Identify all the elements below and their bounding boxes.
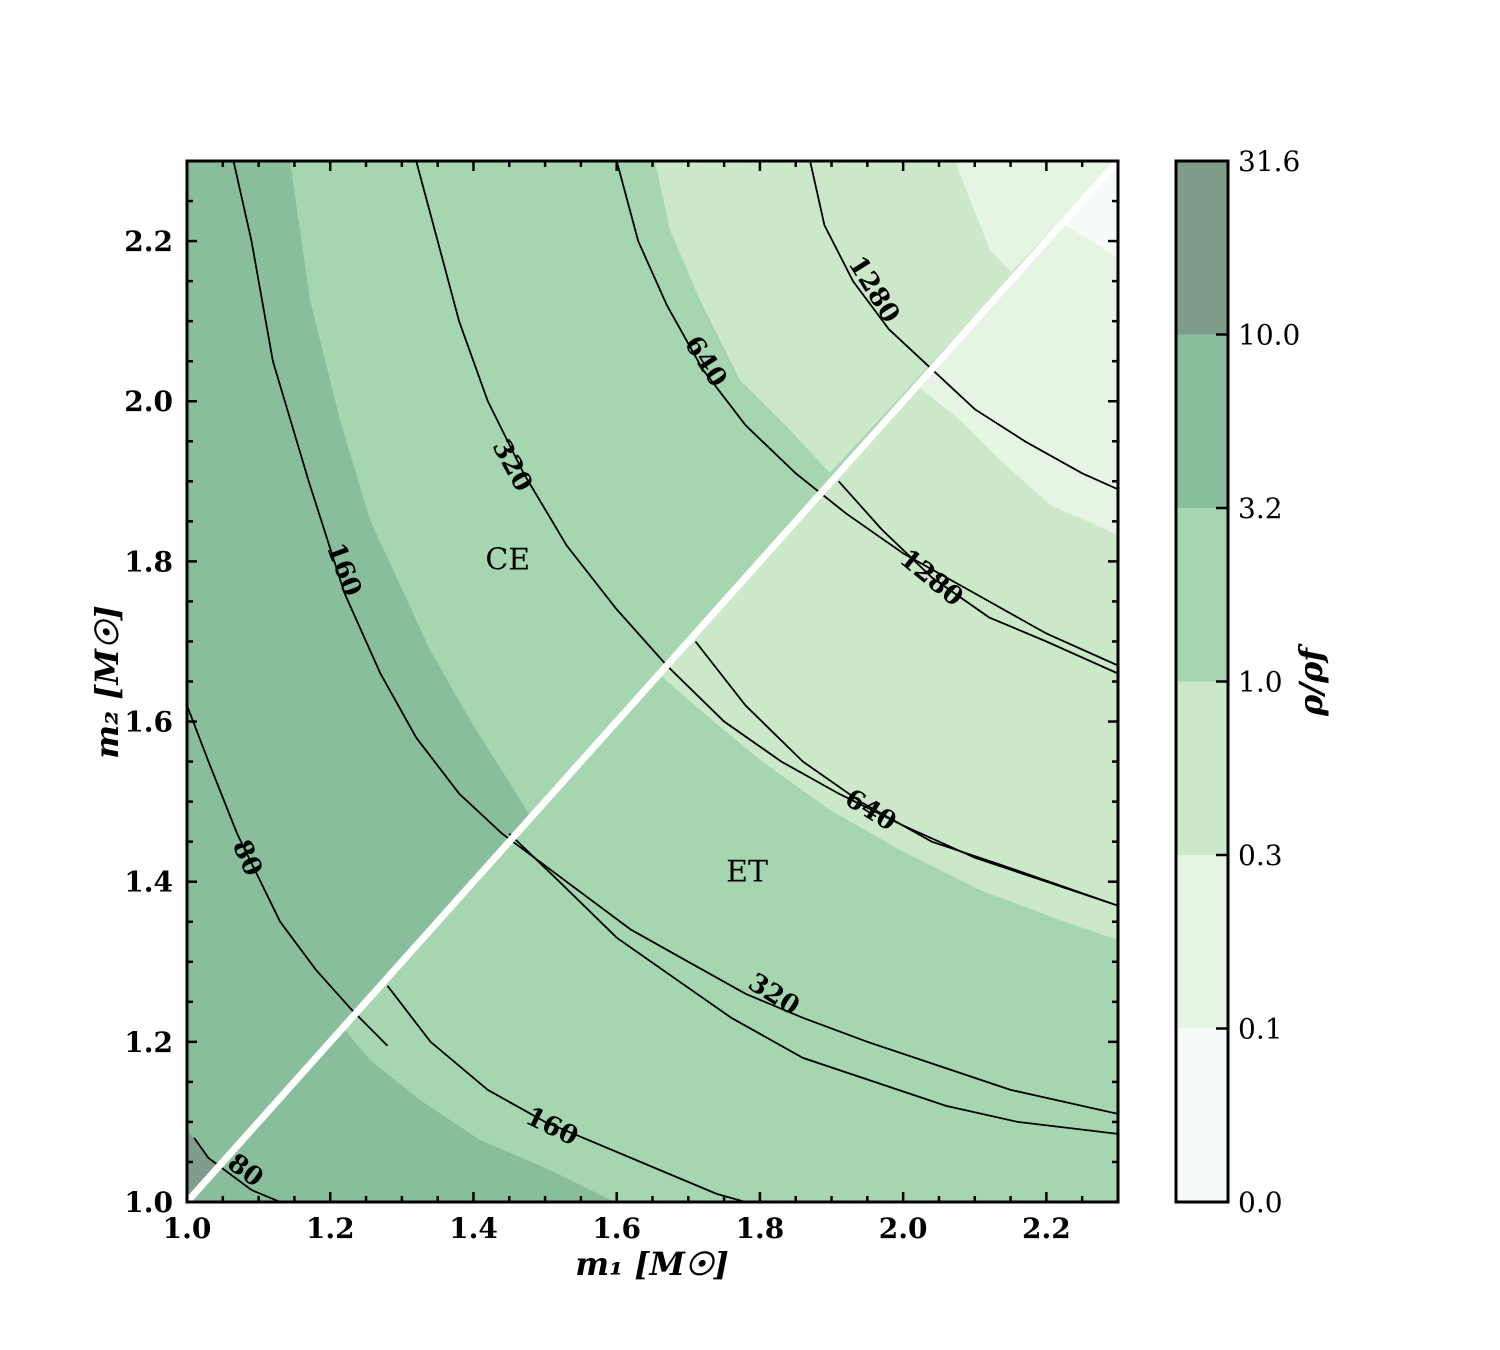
contour-line-160-0: [232, 161, 1118, 1115]
colorbar-segment: [1176, 161, 1228, 335]
contour-line-160-1: [386, 985, 746, 1202]
colorbar-tick-label: 10.0: [1238, 319, 1300, 352]
y-tick-label: 1.6: [124, 706, 173, 739]
colorbar-tick-label: 31.6: [1238, 145, 1300, 178]
ce-band-3-10: [187, 161, 533, 1202]
colorbar-segment: [1176, 508, 1228, 682]
contour-line-1280-1: [838, 480, 1118, 675]
et-band-0-0.1: [1065, 161, 1118, 258]
et-band-3-10: [187, 1030, 615, 1202]
region-label-et: ET: [726, 855, 768, 890]
x-tick-labels: 1.0 1.2 1.4 1.6 1.8 2.0 2.2: [163, 1212, 1071, 1245]
diagonal-divider-line: [187, 161, 1118, 1202]
colorbar: [1176, 161, 1228, 1202]
contour-line-640-0: [615, 161, 1118, 667]
y-tick-label: 2.0: [124, 385, 173, 418]
y-tick-label: 1.2: [124, 1026, 173, 1059]
x-tick-label: 1.6: [592, 1212, 641, 1245]
region-label-ce: CE: [485, 542, 530, 577]
colorbar-tick-label: 3.2: [1238, 492, 1283, 525]
colorbar-segment: [1176, 334, 1228, 508]
colorbar-ticks: 0.0 0.1 0.3 1.0 3.2 10.0 31.6: [1216, 145, 1300, 1219]
colorbar-segment: [1176, 681, 1228, 855]
y-tick-label: 1.0: [124, 1186, 173, 1219]
colorbar-segment: [1176, 1028, 1228, 1202]
y-axis-label: m₂ [M☉]: [88, 605, 126, 758]
contour-line-320-1: [508, 832, 1118, 1135]
colorbar-tick-label: 1.0: [1238, 666, 1283, 699]
ce-band-10-31: [187, 1130, 215, 1202]
contour-line-640-1: [694, 640, 1118, 907]
y-tick-label: 1.4: [124, 866, 173, 899]
y-tick-labels: 1.0 1.2 1.4 1.6 1.8 2.0 2.2: [124, 225, 173, 1219]
x-tick-label: 1.0: [163, 1212, 212, 1245]
y-tick-label: 2.2: [124, 225, 173, 258]
colorbar-tick-label: 0.0: [1238, 1186, 1283, 1219]
colorbar-tick-label: 0.1: [1238, 1013, 1283, 1046]
x-tick-label: 2.0: [879, 1212, 928, 1245]
colorbar-segment: [1176, 855, 1228, 1029]
x-axis-label: m₁ [M☉]: [575, 1245, 728, 1283]
axis-ticks: [185, 159, 1120, 1204]
et-band-0.1-0.3: [920, 161, 1118, 535]
ce-band-0.1-0.3: [955, 161, 1118, 272]
colorbar-label: ρ/ρf: [1292, 643, 1330, 717]
colorbar-tick-label: 0.3: [1238, 839, 1283, 872]
x-tick-label: 1.8: [736, 1212, 785, 1245]
y-tick-label: 1.8: [124, 545, 173, 578]
contour-line-80-1: [193, 1137, 281, 1202]
x-tick-label: 1.2: [306, 1212, 355, 1245]
x-tick-label: 2.2: [1022, 1212, 1071, 1245]
contour-line-80-0: [187, 705, 389, 1047]
x-tick-label: 1.4: [449, 1212, 498, 1245]
